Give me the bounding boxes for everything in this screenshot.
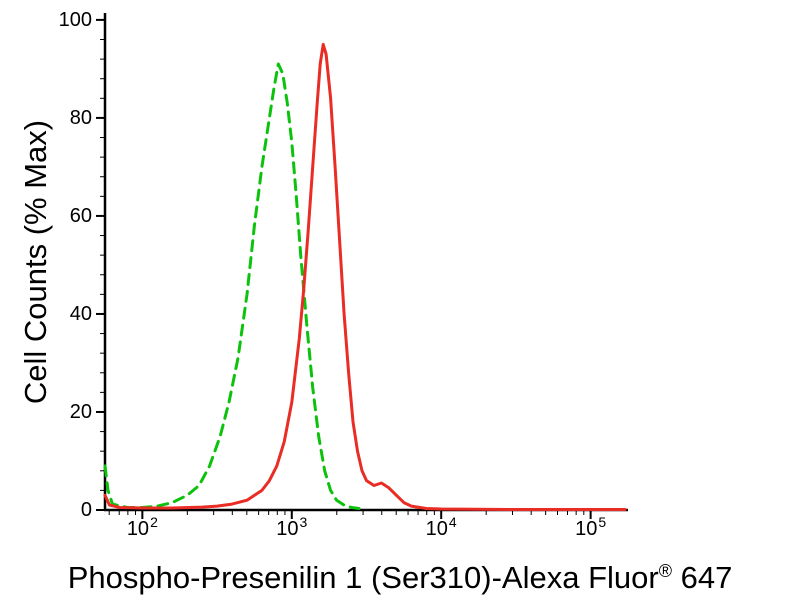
- series-green-dashed: [103, 62, 361, 510]
- x-tick-exponent: 5: [598, 514, 607, 530]
- x-tick-base: 10: [126, 518, 150, 540]
- x-tick-exponent: 4: [448, 514, 457, 530]
- x-axis-label: Phospho-Presenilin 1 (Ser310)-Alexa Fluo…: [0, 560, 800, 596]
- y-tick-label: 0: [80, 499, 92, 521]
- y-axis-label: Cell Counts (% Max): [18, 119, 53, 405]
- x-tick-base: 10: [575, 518, 598, 540]
- x-tick-exponent: 3: [299, 514, 308, 530]
- x-tick-exponent: 2: [150, 514, 158, 530]
- y-tick-label: 40: [69, 302, 92, 325]
- x-tick-label: 104: [419, 514, 463, 541]
- x-axis-label-main: Phospho-Presenilin 1 (Ser310)-Alexa Fluo…: [67, 560, 659, 595]
- x-tick-label: 105: [569, 514, 613, 541]
- x-tick-base: 10: [425, 518, 448, 540]
- y-tick-label: 20: [69, 400, 92, 423]
- y-tick-label: 80: [69, 106, 92, 129]
- x-tick-label: 102: [120, 514, 164, 541]
- x-tick-label: 103: [270, 514, 314, 541]
- x-axis-label-suffix: 647: [671, 560, 733, 595]
- series-red-solid: [103, 42, 627, 511]
- registered-trademark-icon: ®: [658, 561, 672, 581]
- x-tick-base: 10: [276, 518, 299, 540]
- y-tick-label: 60: [69, 204, 92, 227]
- y-tick-label: 100: [58, 8, 92, 31]
